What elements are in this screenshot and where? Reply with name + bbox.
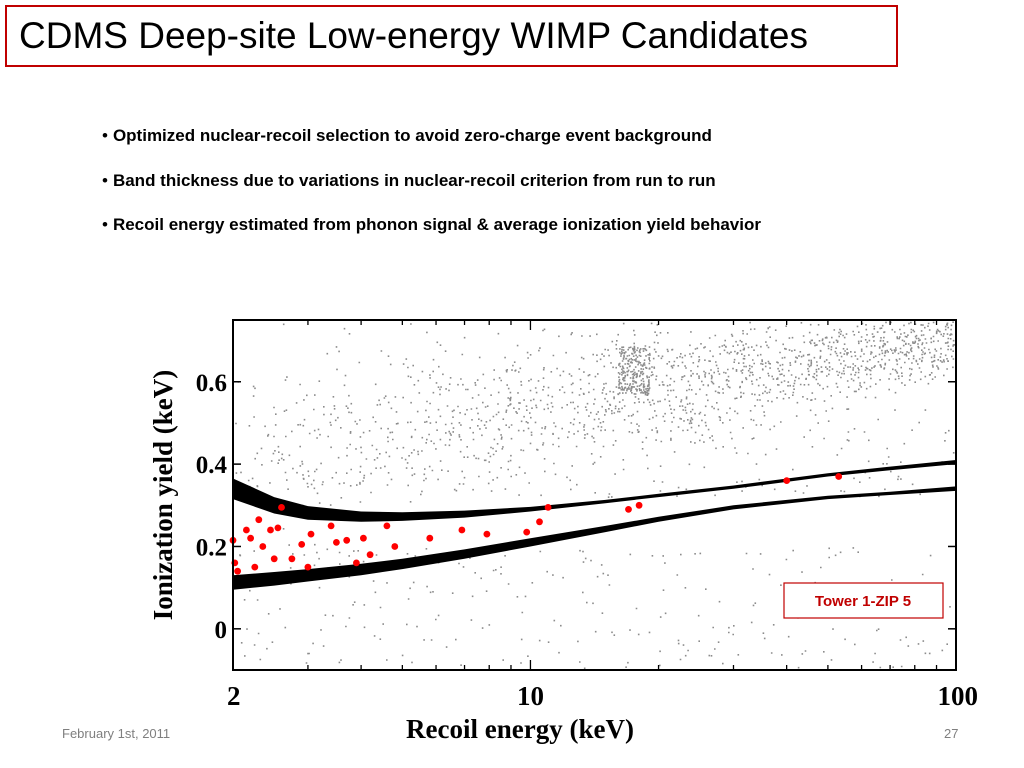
candidate-point [523, 528, 531, 536]
candidate-point [298, 541, 306, 548]
plot-frame [232, 319, 957, 671]
bullet-text: Optimized nuclear-recoil selection to av… [112, 126, 712, 145]
bullet-dot-icon: • [102, 215, 108, 234]
candidate-point [307, 530, 315, 538]
candidate-point [835, 473, 843, 480]
y-tick-label: 0 [215, 617, 228, 644]
nuclear-recoil-bands [233, 460, 956, 590]
candidate-point [426, 534, 434, 542]
annotation-box [783, 582, 944, 619]
x-axis-ticks: 2 10 100 [227, 320, 978, 711]
candidate-point [544, 504, 552, 511]
x-tick-label: 10 [517, 681, 544, 711]
candidate-point [288, 555, 296, 563]
bullet-item: • Band thickness due to variations in nuc… [102, 171, 761, 216]
bullet-item: • Optimized nuclear-recoil selection to a… [102, 126, 761, 171]
footer-date: February 1st, 2011 [62, 726, 171, 741]
annotation-label: Tower 1-ZIP 5 [815, 593, 911, 610]
page-number: 27 [944, 726, 959, 741]
y-tick-label: 0.2 [196, 534, 227, 561]
candidate-point [333, 539, 340, 546]
candidate-point [259, 543, 267, 550]
bullet-text: Recoil energy estimated from phonon sign… [112, 215, 761, 234]
slide-title: CDMS Deep-site Low-energy WIMP Candidate… [19, 15, 808, 56]
candidate-point [274, 524, 282, 532]
bullet-text: Band thickness due to variations in nucl… [112, 170, 716, 190]
candidate-point [243, 526, 250, 534]
wimp-candidate-events [229, 473, 843, 575]
bullet-item: • Recoil energy estimated from phonon sig… [102, 215, 761, 260]
candidate-point [327, 522, 335, 530]
candidate-point [383, 522, 391, 530]
x-axis-label: Recoil energy (keV) [406, 714, 634, 744]
candidate-point [278, 504, 285, 511]
candidate-point [255, 516, 263, 524]
candidate-point [366, 551, 374, 559]
bullet-dot-icon: • [102, 170, 108, 190]
x-tick-label: 2 [227, 681, 241, 711]
bullet-list: • Optimized nuclear-recoil selection to a… [102, 126, 761, 260]
candidate-point [270, 555, 278, 563]
title-box: CDMS Deep-site Low-energy WIMP Candidate… [5, 5, 898, 67]
x-tick-label: 100 [938, 681, 979, 711]
y-axis-ticks: 0 0.2 0.4 0.6 [196, 370, 956, 644]
candidate-point [391, 543, 399, 550]
band-upper [233, 460, 956, 522]
y-axis-label: Ionization yield (keV) [148, 370, 178, 621]
candidate-point [625, 506, 632, 513]
candidate-point [267, 526, 274, 534]
candidate-point [360, 534, 367, 542]
candidate-point [536, 518, 543, 526]
candidate-point [343, 536, 351, 544]
candidate-point [234, 567, 242, 575]
candidate-point [304, 563, 312, 571]
candidate-point [458, 526, 466, 534]
y-tick-label: 0.4 [196, 452, 228, 479]
candidate-point [353, 559, 360, 567]
candidate-point [247, 534, 255, 542]
bullet-dot-icon: • [102, 126, 108, 145]
band-lower [233, 486, 956, 590]
y-tick-label: 0.6 [196, 370, 227, 397]
candidate-point [483, 530, 491, 538]
candidate-point [251, 563, 259, 571]
candidate-point [635, 501, 643, 509]
candidate-point [783, 477, 791, 484]
